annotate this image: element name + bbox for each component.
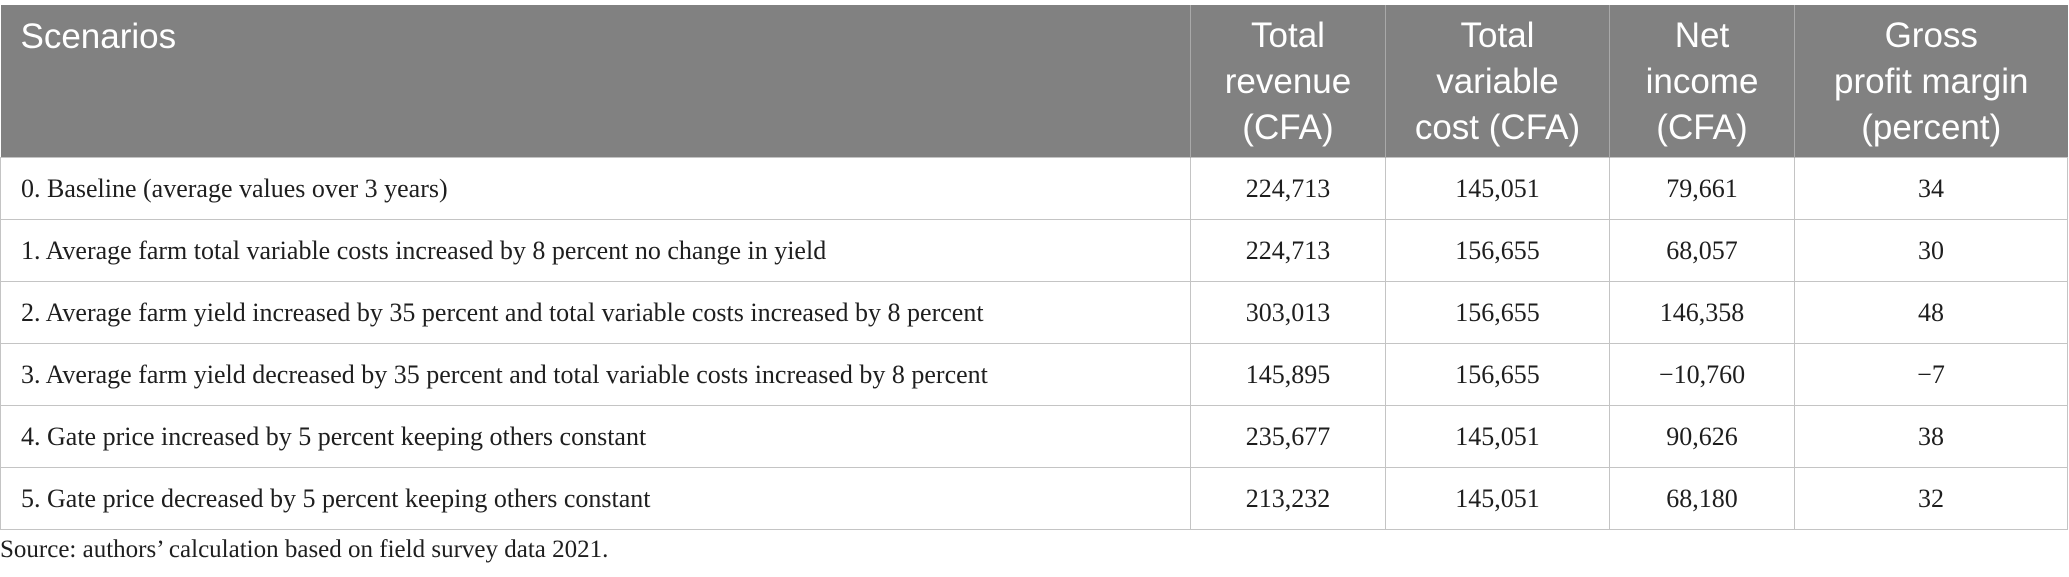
cell-gross-profit-margin: 30 [1794,219,2068,282]
cell-total-revenue: 224,713 [1190,219,1386,282]
cell-scenario: 1. Average farm total variable costs inc… [0,219,1191,282]
table-row: 2. Average farm yield increased by 35 pe… [0,281,2068,344]
header-total-variable-cost: Total variable cost (CFA) [1385,5,1610,158]
cell-total-revenue: 303,013 [1190,281,1386,344]
header-net-income-line: income [1645,62,1759,101]
cell-net-income: −10,760 [1609,343,1795,406]
header-net-income: Net income (CFA) [1609,5,1795,158]
header-net-income-line: Net [1674,16,1730,55]
cell-gross-profit-margin: 34 [1794,157,2068,220]
header-total-variable-cost-line: Total [1460,16,1535,55]
cell-total-revenue: 235,677 [1190,405,1386,468]
header-total-revenue-line: revenue [1224,62,1352,101]
header-scenarios: Scenarios [0,5,1191,158]
header-total-revenue-line: Total [1251,16,1325,55]
source-note: Source: authors’ calculation based on fi… [0,536,609,563]
cell-net-income: 68,057 [1609,219,1795,282]
cell-net-income: 90,626 [1609,405,1795,468]
cell-scenario: 4. Gate price increased by 5 percent kee… [0,405,1191,468]
header-scenarios-line: Scenarios [20,17,177,56]
cell-total-variable-cost: 145,051 [1385,467,1610,530]
header-gross-profit-margin: Gross profit margin (percent) [1794,5,2068,158]
cell-gross-profit-margin: 48 [1794,281,2068,344]
cell-gross-profit-margin: 38 [1794,405,2068,468]
header-gross-profit-margin-line: profit margin [1833,62,2029,101]
table-row: 3. Average farm yield decreased by 35 pe… [0,343,2068,406]
header-total-revenue: Total revenue (CFA) [1190,5,1386,158]
cell-total-variable-cost: 156,655 [1385,219,1610,282]
cell-scenario: 2. Average farm yield increased by 35 pe… [0,281,1191,344]
table-header-row: Scenarios Total revenue (CFA) Total vari… [0,5,2068,158]
scenario-table-container: Scenarios Total revenue (CFA) Total vari… [0,5,2068,530]
cell-total-variable-cost: 156,655 [1385,281,1610,344]
cell-total-revenue: 145,895 [1190,343,1386,406]
header-total-variable-cost-line: variable [1436,62,1559,101]
cell-total-revenue: 213,232 [1190,467,1386,530]
cell-scenario: 3. Average farm yield decreased by 35 pe… [0,343,1191,406]
header-gross-profit-margin-line: (percent) [1861,108,2002,147]
table-row: 0. Baseline (average values over 3 years… [0,157,2068,220]
cell-total-revenue: 224,713 [1190,157,1386,220]
cell-net-income: 146,358 [1609,281,1795,344]
header-total-variable-cost-line: cost (CFA) [1414,108,1581,147]
table-row: 1. Average farm total variable costs inc… [0,219,2068,282]
cell-total-variable-cost: 145,051 [1385,405,1610,468]
header-total-revenue-line: (CFA) [1242,108,1334,147]
table-row: 5. Gate price decreased by 5 percent kee… [0,467,2068,530]
cell-net-income: 79,661 [1609,157,1795,220]
cell-scenario: 0. Baseline (average values over 3 years… [0,157,1191,220]
cell-net-income: 68,180 [1609,467,1795,530]
cell-gross-profit-margin: −7 [1794,343,2068,406]
cell-gross-profit-margin: 32 [1794,467,2068,530]
cell-total-variable-cost: 156,655 [1385,343,1610,406]
cell-scenario: 5. Gate price decreased by 5 percent kee… [0,467,1191,530]
cell-total-variable-cost: 145,051 [1385,157,1610,220]
scenario-table: Scenarios Total revenue (CFA) Total vari… [0,5,2068,530]
table-row: 4. Gate price increased by 5 percent kee… [0,405,2068,468]
header-net-income-line: (CFA) [1656,108,1748,147]
header-gross-profit-margin-line: Gross [1884,16,1978,55]
